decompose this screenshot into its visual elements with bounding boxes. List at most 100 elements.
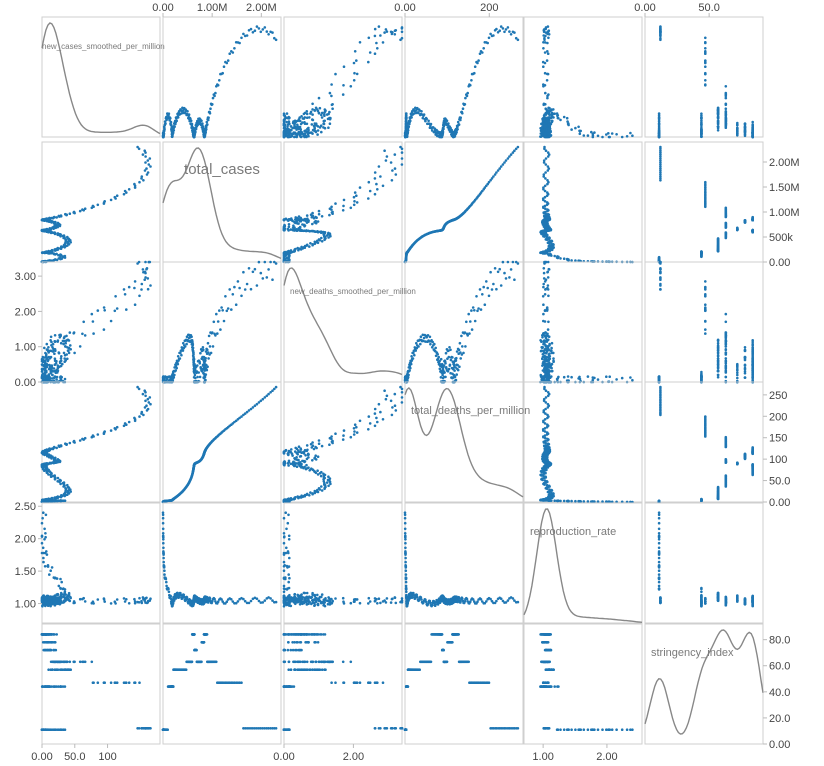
data-point [453, 375, 457, 379]
data-point [291, 228, 295, 232]
data-point [138, 294, 141, 298]
data-point [548, 342, 551, 346]
data-point [323, 110, 327, 113]
panel-frame [41, 141, 161, 263]
data-point [546, 151, 550, 154]
data-point [469, 320, 472, 323]
data-point [455, 373, 459, 376]
data-point [516, 145, 520, 149]
data-point [550, 341, 554, 345]
data-point [411, 357, 415, 360]
data-point [292, 224, 295, 227]
data-point [314, 130, 318, 133]
data-point [330, 205, 333, 209]
data-point [422, 336, 426, 340]
data-point [743, 371, 747, 375]
data-point [233, 47, 236, 50]
data-point [417, 345, 420, 348]
panel-frame [162, 141, 282, 263]
data-point [148, 157, 152, 160]
data-point [259, 30, 263, 34]
data-point [55, 216, 58, 219]
data-point [704, 332, 707, 335]
data-point [477, 59, 480, 62]
data-point [320, 230, 323, 233]
data-point [297, 132, 300, 135]
data-point [542, 65, 545, 68]
data-point [305, 243, 309, 247]
data-point [198, 375, 202, 379]
data-point [458, 365, 461, 369]
data-point [200, 119, 203, 123]
data-point [437, 355, 441, 359]
data-point [373, 52, 377, 55]
data-point [53, 334, 57, 337]
data-point [355, 59, 358, 62]
data-point [608, 375, 611, 379]
data-point [544, 31, 548, 34]
data-point [263, 260, 267, 264]
data-point [468, 332, 471, 335]
diagonal-variable-label: new_deaths_smoothed_per_million [290, 287, 416, 296]
data-point [478, 288, 482, 291]
data-point [136, 262, 139, 265]
data-point [490, 288, 494, 291]
panel-frame [523, 16, 643, 138]
data-point [513, 31, 516, 34]
data-point [96, 203, 100, 207]
data-point [631, 378, 634, 382]
data-point [206, 123, 209, 126]
data-point [301, 223, 304, 226]
data-point [377, 165, 381, 168]
data-point [461, 345, 464, 348]
data-point [314, 215, 317, 219]
data-point [486, 286, 490, 290]
data-point [355, 201, 359, 204]
data-point [724, 351, 728, 355]
data-point [138, 180, 141, 184]
data-point [145, 404, 148, 408]
data-point [473, 319, 477, 323]
data-point [455, 356, 458, 360]
data-point [314, 123, 317, 126]
data-point [255, 284, 259, 287]
data-point [355, 72, 359, 76]
data-point [145, 167, 148, 170]
data-point [541, 376, 545, 379]
panel-frame [404, 261, 524, 383]
data-point [544, 278, 548, 282]
data-point [544, 334, 547, 337]
data-point [66, 338, 69, 342]
data-point [194, 376, 197, 380]
data-point [305, 130, 309, 134]
data-point [286, 227, 290, 231]
data-point [751, 368, 754, 372]
data-point [465, 94, 469, 98]
data-point [544, 113, 548, 116]
data-point [405, 112, 408, 115]
data-point [168, 119, 171, 122]
data-point [586, 134, 590, 137]
data-point [317, 212, 321, 216]
data-point [48, 447, 51, 450]
data-point [425, 117, 429, 121]
data-point [724, 116, 728, 119]
data-point [103, 430, 106, 433]
data-point [724, 312, 728, 316]
data-point [286, 127, 290, 131]
data-point [383, 31, 386, 34]
data-point [434, 346, 438, 350]
data-point [562, 115, 566, 119]
data-point [431, 340, 435, 344]
data-point [220, 306, 223, 309]
data-point [422, 113, 426, 116]
data-point [50, 248, 54, 252]
data-point [58, 365, 61, 369]
data-point [543, 341, 546, 345]
data-point [296, 123, 299, 127]
data-point [320, 240, 324, 243]
data-point [578, 132, 582, 136]
data-point [69, 344, 72, 347]
data-point [547, 120, 550, 124]
data-point [113, 427, 117, 430]
